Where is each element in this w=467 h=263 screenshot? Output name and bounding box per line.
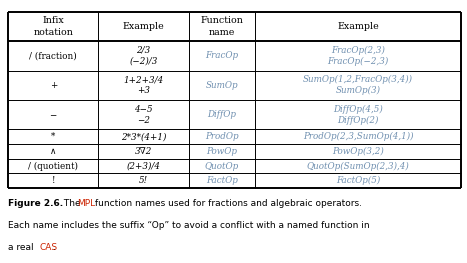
Text: 1+2+3/4
+3: 1+2+3/4 +3	[123, 75, 164, 95]
Text: Example: Example	[337, 22, 379, 31]
Text: ProdOp(2,3,SumOp(4,1)): ProdOp(2,3,SumOp(4,1))	[303, 132, 413, 141]
Text: FactOp: FactOp	[206, 176, 238, 185]
Text: QuotOp: QuotOp	[205, 161, 239, 170]
Text: / (fraction): / (fraction)	[29, 51, 77, 60]
Text: (2+3)/4: (2+3)/4	[127, 161, 161, 170]
Text: The: The	[61, 199, 83, 208]
Text: 3∇2: 3∇2	[135, 147, 152, 156]
Text: FracOp(2,3)
FracOp(−2,3): FracOp(2,3) FracOp(−2,3)	[327, 46, 389, 66]
Text: Figure 2.6.: Figure 2.6.	[8, 199, 64, 208]
Text: PowOp(3,2): PowOp(3,2)	[332, 147, 384, 156]
Text: 2*3*(4+1): 2*3*(4+1)	[121, 132, 166, 141]
Text: MPL: MPL	[78, 199, 96, 208]
Text: SumOp: SumOp	[205, 81, 238, 90]
Text: Each name includes the suffix “Op” to avoid a conflict with a named function in: Each name includes the suffix “Op” to av…	[8, 221, 370, 230]
Text: QuotOp(SumOp(2,3),4): QuotOp(SumOp(2,3),4)	[306, 161, 410, 171]
Text: function names used for fractions and algebraic operators.: function names used for fractions and al…	[92, 199, 361, 208]
Text: FracOp: FracOp	[205, 51, 238, 60]
Text: −: −	[50, 110, 57, 119]
Text: FactOp(5): FactOp(5)	[336, 176, 380, 185]
Text: CAS: CAS	[39, 243, 57, 252]
Text: !: !	[51, 176, 55, 185]
Text: Example: Example	[123, 22, 164, 31]
Text: a real: a real	[8, 243, 37, 252]
Text: / (quotient): / (quotient)	[28, 161, 78, 171]
Text: 4−5
−2: 4−5 −2	[134, 105, 153, 125]
Text: Infix
notation: Infix notation	[33, 17, 73, 37]
Text: SumOp(1,2,FracOp(3,4))
SumOp(3): SumOp(1,2,FracOp(3,4)) SumOp(3)	[303, 75, 413, 95]
Text: ProdOp: ProdOp	[205, 132, 239, 141]
Text: 5!: 5!	[139, 176, 148, 185]
Text: *: *	[51, 132, 56, 141]
Text: ∧: ∧	[50, 147, 57, 156]
Text: 2/3
(−2)/3: 2/3 (−2)/3	[129, 46, 158, 66]
Text: DiffOp(4,5)
DiffOp(2): DiffOp(4,5) DiffOp(2)	[333, 104, 383, 125]
Text: .: .	[53, 243, 56, 252]
Text: Function
name: Function name	[200, 17, 243, 37]
Text: +: +	[50, 81, 57, 90]
Text: DiffOp: DiffOp	[207, 110, 236, 119]
Text: PowOp: PowOp	[206, 147, 237, 156]
